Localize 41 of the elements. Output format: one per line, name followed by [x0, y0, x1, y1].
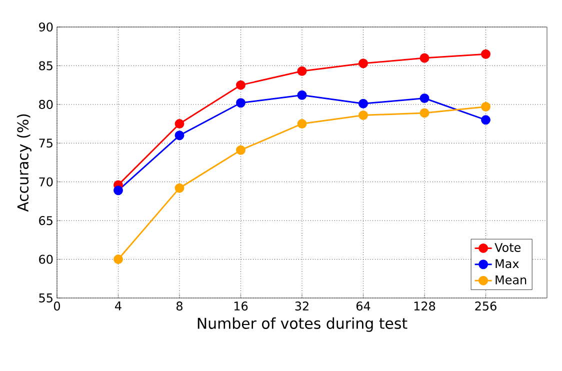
point: [236, 145, 246, 155]
point: [297, 119, 307, 129]
point: [114, 186, 123, 196]
y-tick-label: 65: [39, 216, 52, 226]
point: [114, 254, 123, 264]
point: [174, 183, 184, 193]
y-tick-label: 75: [39, 138, 52, 148]
y-tick-label: 55: [39, 294, 52, 302]
legend-label: Vote: [494, 243, 521, 252]
legend-label: Max: [496, 259, 519, 268]
point: [358, 110, 368, 120]
x-axis-title: Number of votes during test: [198, 317, 408, 332]
point: [420, 53, 430, 63]
point: [297, 66, 307, 76]
point: [481, 49, 490, 59]
x-tick-label: 128: [414, 302, 436, 311]
x-tick-label: 32: [295, 302, 308, 311]
point: [358, 98, 368, 108]
y-tick-label: 80: [39, 100, 53, 109]
point: [174, 130, 184, 140]
y-tick-label: 60: [39, 254, 53, 264]
x-tick-label: 8: [176, 302, 182, 311]
x-tick-label: 4: [115, 302, 122, 310]
point: [236, 98, 246, 108]
point: [481, 102, 490, 112]
x-tick-label: 0: [54, 302, 60, 311]
y-axis-title: Accuracy (%): [16, 114, 32, 212]
y-tick-label: 85: [39, 61, 52, 70]
legend-label: Mean: [496, 275, 526, 284]
y-tick-label: 70: [39, 177, 53, 186]
point: [481, 115, 490, 125]
point: [174, 119, 184, 129]
y-tick-label: 90: [39, 22, 53, 32]
point: [236, 80, 246, 90]
point: [420, 108, 430, 118]
point: [297, 90, 307, 100]
x-tick-label: 16: [234, 302, 248, 311]
point: [420, 94, 430, 103]
point: [358, 58, 368, 68]
x-tick-label: 256: [475, 302, 496, 311]
x-tick-label: 64: [356, 302, 370, 311]
